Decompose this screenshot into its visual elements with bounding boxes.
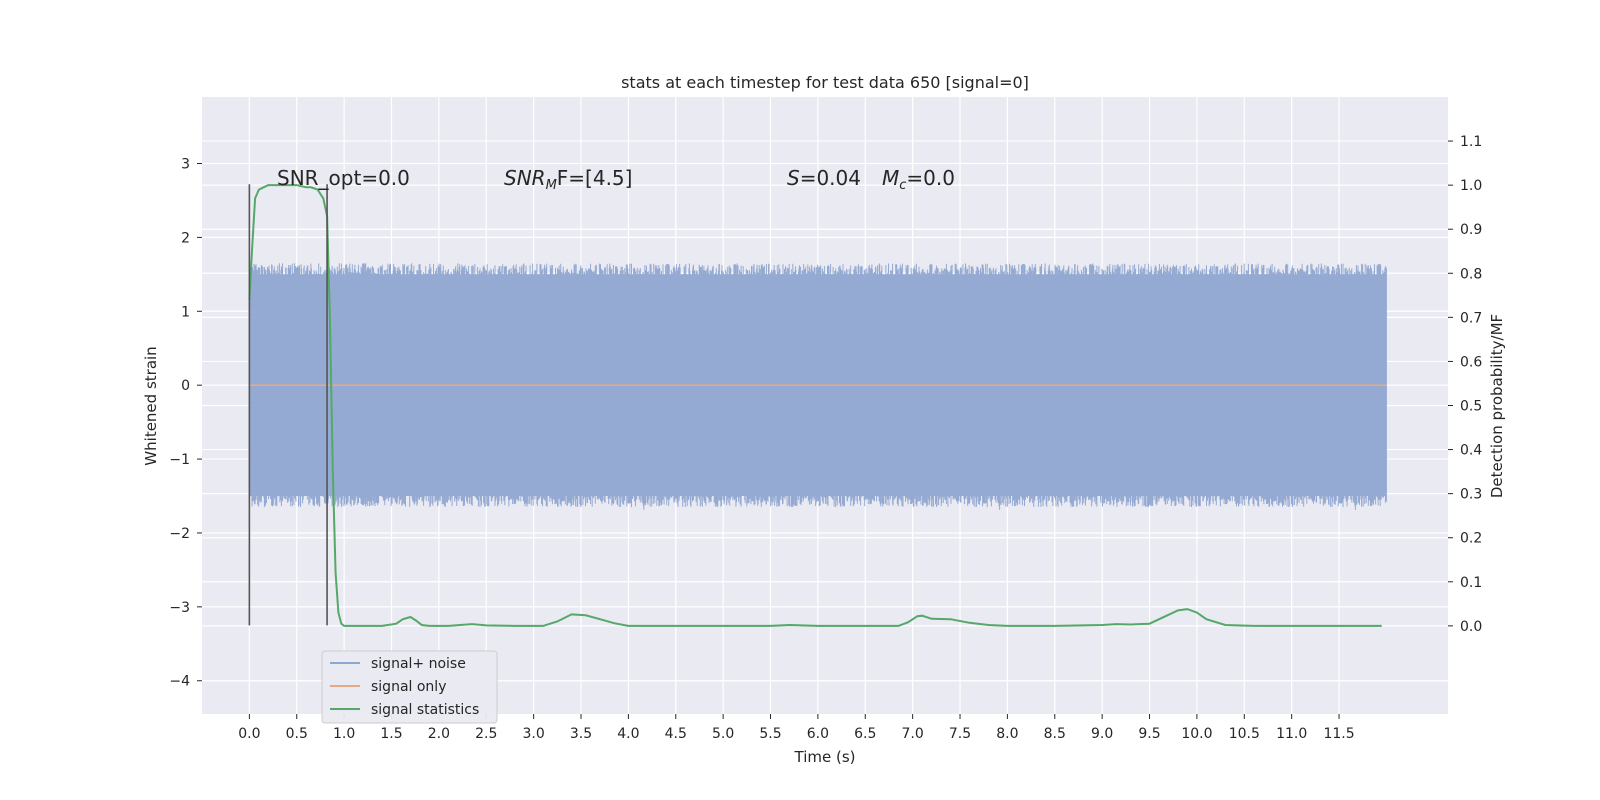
series-signal-noise — [248, 263, 1387, 510]
x-tick-label-12: 6.0 — [807, 726, 829, 742]
x-tick-label-14: 7.0 — [902, 726, 924, 742]
legend-box — [321, 650, 498, 724]
y-right-tick-label-7: 0.7 — [1460, 310, 1482, 326]
x-tick-label-15: 7.5 — [949, 726, 971, 742]
y-axis-ticks: −4 −3 −2 −1 0 1 2 3 — [169, 157, 202, 690]
x-tick-label-10: 5.0 — [712, 726, 734, 742]
x-tick-label-16: 8.0 — [996, 726, 1018, 742]
y-tick-label-1: −3 — [169, 600, 190, 616]
annotation-snr-mf-rest: F=[4.5] — [557, 166, 633, 190]
y-tick-label-3: −1 — [169, 452, 190, 468]
series-signal-statistics — [248, 184, 1382, 627]
x-tick-label-4: 2.0 — [428, 726, 450, 742]
y-tick-label-4: 0 — [181, 378, 190, 394]
x-tick-label-23: 11.5 — [1323, 726, 1354, 742]
x-tick-label-5: 2.5 — [475, 726, 497, 742]
x-tick-label-18: 9.0 — [1091, 726, 1113, 742]
noise-series — [248, 263, 1387, 510]
annotation-s-label: S — [787, 166, 800, 190]
annotation-snr-mf: SNRMF=[4.5] — [504, 166, 632, 193]
x-axis-ticks: 0.0 0.5 1.0 1.5 2.0 2.5 3.0 3.5 4.0 4.5 5.0 5.5 6.0 6… — [238, 714, 1355, 742]
annotations: SNR_opt=0.0 SNRMF=[4.5] S=0.04 Mc=0.0 — [277, 166, 955, 193]
y-right-tick-label-2: 0.2 — [1460, 531, 1482, 547]
y-right-tick-label-11: 1.1 — [1460, 134, 1482, 150]
annotation-s-value: =0.04 — [800, 166, 861, 190]
x-tick-label-7: 3.5 — [570, 726, 592, 742]
x-tick-label-9: 4.5 — [665, 726, 687, 742]
y-right-tick-label-1: 0.1 — [1460, 575, 1482, 591]
y-tick-label-6: 2 — [181, 230, 190, 246]
legend-label-signal-statistics: signal statistics — [371, 702, 479, 718]
y-tick-label-0: −4 — [169, 674, 190, 690]
x-tick-label-17: 8.5 — [1044, 726, 1066, 742]
y-right-tick-label-3: 0.3 — [1460, 487, 1482, 503]
y-tick-label-5: 1 — [181, 304, 190, 320]
x-axis-title: Time (s) — [794, 748, 856, 766]
x-tick-label-13: 6.5 — [854, 726, 876, 742]
x-tick-label-8: 4.0 — [617, 726, 639, 742]
line-series — [248, 184, 1387, 627]
annotation-snr-mf-sub: M — [546, 178, 557, 193]
x-tick-label-2: 1.0 — [333, 726, 355, 742]
annotation-mc-sub: c — [899, 178, 906, 193]
annotation-mc-main: M — [882, 166, 899, 190]
vertical-markers — [248, 184, 328, 626]
x-tick-label-21: 10.5 — [1229, 726, 1260, 742]
y-right-axis-title: Detection probability/MF — [1488, 314, 1506, 498]
annotation-s: S=0.04 — [787, 166, 861, 190]
annotation-mc-value: =0.0 — [906, 166, 955, 190]
y-tick-label-7: 3 — [181, 157, 190, 173]
legend-label-signal-noise: signal+ noise — [371, 656, 466, 672]
annotation-mc: Mc=0.0 — [882, 166, 955, 193]
y-tick-label-2: −2 — [169, 526, 190, 542]
chart-title: stats at each timestep for test data 650… — [621, 73, 1029, 92]
y-right-tick-label-10: 1.0 — [1460, 178, 1482, 194]
x-tick-label-22: 11.0 — [1276, 726, 1307, 742]
y-right-tick-label-4: 0.4 — [1460, 443, 1482, 459]
y-right-tick-label-0: 0.0 — [1460, 619, 1482, 635]
x-tick-label-11: 5.5 — [759, 726, 781, 742]
x-tick-label-20: 10.0 — [1181, 726, 1212, 742]
x-tick-label-3: 1.5 — [380, 726, 402, 742]
annotation-snr-mf-main: SNR — [504, 166, 546, 190]
legend: signal+ noise signal only signal statist… — [321, 650, 498, 724]
y-right-tick-label-9: 0.9 — [1460, 222, 1482, 238]
x-tick-label-6: 3.0 — [523, 726, 545, 742]
y-right-axis-ticks: 0.0 0.1 0.2 0.3 0.4 0.5 0.6 0.7 0.8 0.9 1.0 1.1 — [1448, 134, 1482, 635]
x-tick-label-0: 0.0 — [238, 726, 260, 742]
y-axis-title: Whitened strain — [142, 346, 160, 465]
y-right-tick-label-5: 0.5 — [1460, 399, 1482, 415]
legend-label-signal-only: signal only — [371, 679, 446, 695]
x-tick-label-1: 0.5 — [286, 726, 308, 742]
y-right-tick-label-8: 0.8 — [1460, 266, 1482, 282]
y-right-tick-label-6: 0.6 — [1460, 354, 1482, 370]
annotation-snr-opt: SNR_opt=0.0 — [277, 166, 410, 190]
x-tick-label-19: 9.5 — [1138, 726, 1160, 742]
